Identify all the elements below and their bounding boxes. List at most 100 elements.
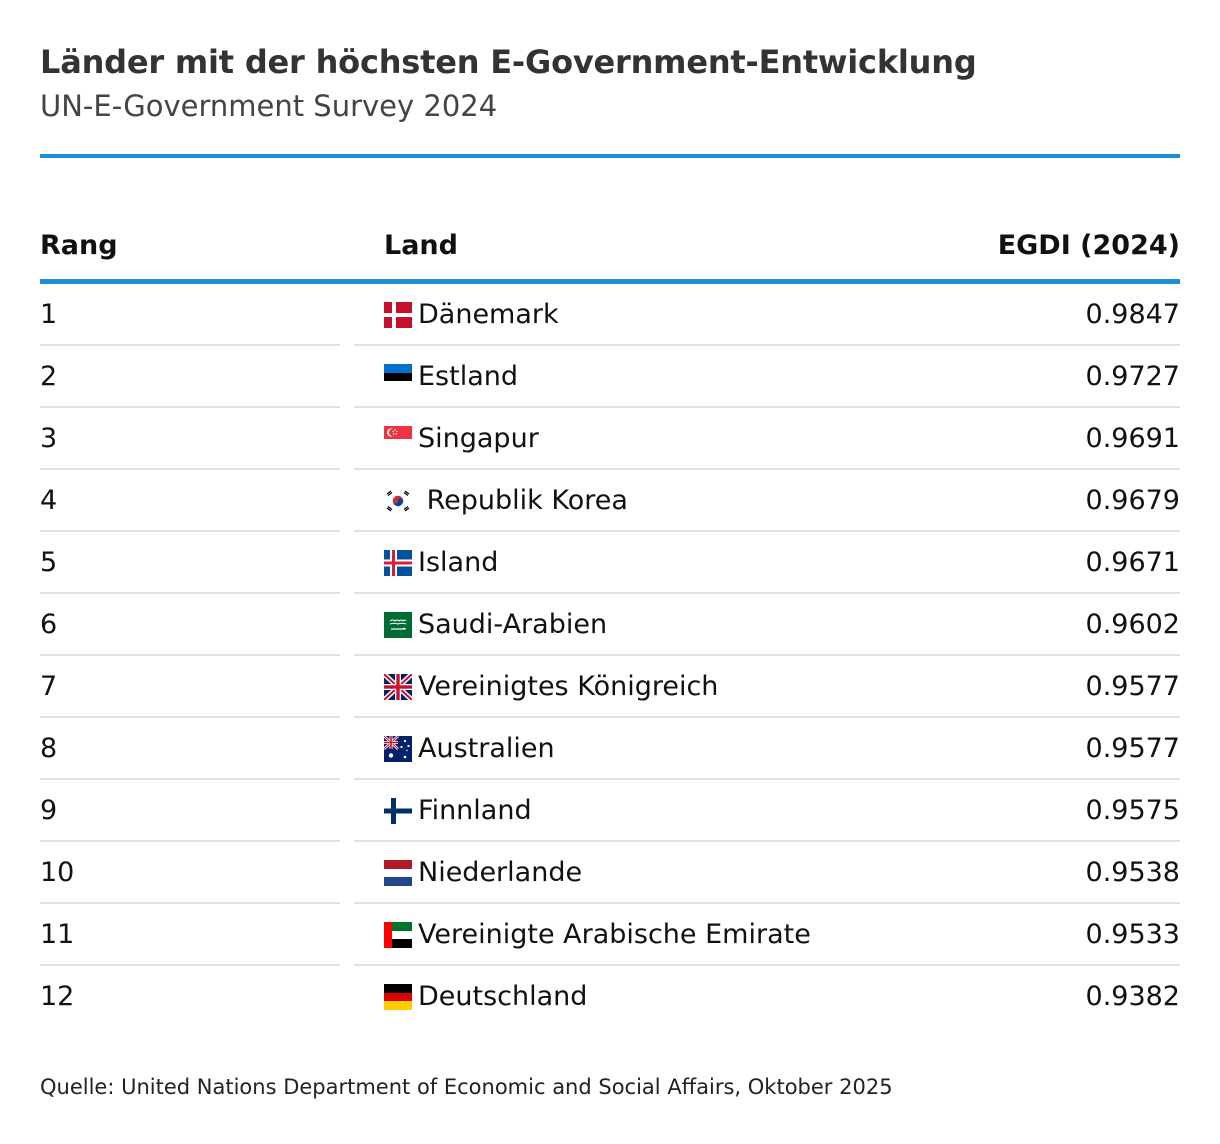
rank-cell: 7 [40,671,58,702]
country-name: Dänemark [418,299,559,330]
country-cell: Vereinigte Arabische Emirate [384,904,811,966]
estonia-flag-icon [384,364,412,390]
country-cell: Republik Korea [384,470,628,532]
egdi-value-cell: 0.9577 [1085,733,1180,764]
row-divider [40,406,1180,408]
rank-cell: 2 [40,361,58,392]
country-cell: Vereinigtes Königreich [384,656,718,718]
rank-cell: 10 [40,857,75,888]
australia-flag-icon [384,736,412,762]
table-row: 4 Republik Korea 0.9679 [40,470,1180,532]
table-row: 5 Island 0.9671 [40,532,1180,594]
table-header: Rang Land EGDI (2024) [40,158,1180,284]
row-divider-gap [340,964,354,966]
south-korea-flag-icon [384,488,412,514]
column-header-rank: Rang [40,230,118,261]
row-divider [40,654,1180,656]
title-divider [40,154,1180,158]
singapore-flag-icon [384,426,412,452]
egdi-value-cell: 0.9382 [1085,981,1180,1012]
table-row: 1 Dänemark 0.9847 [40,284,1180,346]
row-divider-gap [340,406,354,408]
egdi-value-cell: 0.9679 [1085,485,1180,516]
rank-cell: 12 [40,981,75,1012]
rank-cell: 3 [40,423,58,454]
egdi-value-cell: 0.9602 [1085,609,1180,640]
country-name: Vereinigtes Königreich [418,671,719,702]
row-divider [40,592,1180,594]
row-divider [40,344,1180,346]
country-name: Republik Korea [418,485,628,516]
rank-cell: 5 [40,547,58,578]
country-name: Finnland [418,795,532,826]
row-divider-gap [340,530,354,532]
country-name: Estland [418,361,519,392]
table-row: 3 Singapur 0.9691 [40,408,1180,470]
table-row: 11 Vereinigte Arabische Emirate 0.9533 [40,904,1180,966]
egdi-value-cell: 0.9727 [1085,361,1180,392]
source-note: Quelle: United Nations Department of Eco… [40,1075,893,1099]
table-body: 1 Dänemark 0.9847 2 Estland 0.9727 3 Singapur 0.… [40,284,1180,1028]
row-divider-gap [340,468,354,470]
country-cell: Niederlande [384,842,582,904]
country-cell: Finnland [384,780,532,842]
column-header-country: Land [384,230,458,261]
country-name: Niederlande [418,857,583,888]
ranking-table: Rang Land EGDI (2024) 1 Dänemark 0.9847 2 Es… [40,158,1180,1028]
header-divider [40,279,1180,284]
row-divider-gap [340,902,354,904]
row-divider [40,716,1180,718]
country-name: Vereinigte Arabische Emirate [418,919,811,950]
germany-flag-icon [384,984,412,1010]
table-row: 7 Vereinigtes Königreich 0.9577 [40,656,1180,718]
united-kingdom-flag-icon [384,674,412,700]
row-divider [40,778,1180,780]
country-name: Singapur [418,423,539,454]
egdi-value-cell: 0.9671 [1085,547,1180,578]
country-cell: Singapur [384,408,539,470]
country-name: Island [418,547,499,578]
rank-cell: 1 [40,299,58,330]
row-divider-gap [340,592,354,594]
row-divider [40,468,1180,470]
table-row: 9 Finnland 0.9575 [40,780,1180,842]
saudi-arabia-flag-icon [384,612,412,638]
rank-cell: 6 [40,609,58,640]
country-cell: Estland [384,346,518,408]
netherlands-flag-icon [384,860,412,886]
table-row: 2 Estland 0.9727 [40,346,1180,408]
country-cell: Deutschland [384,966,587,1028]
egdi-value-cell: 0.9691 [1085,423,1180,454]
row-divider [40,530,1180,532]
uae-flag-icon [384,922,412,948]
finland-flag-icon [384,798,412,824]
egdi-value-cell: 0.9575 [1085,795,1180,826]
egdi-value-cell: 0.9577 [1085,671,1180,702]
row-divider [40,902,1180,904]
rank-cell: 11 [40,919,75,950]
row-divider [40,840,1180,842]
rank-cell: 4 [40,485,58,516]
rank-cell: 9 [40,795,58,826]
row-divider-gap [340,654,354,656]
rank-cell: 8 [40,733,58,764]
chart-container: Länder mit der höchsten E-Government-Ent… [40,40,1180,1028]
egdi-value-cell: 0.9533 [1085,919,1180,950]
row-divider-gap [340,716,354,718]
country-cell: Saudi-Arabien [384,594,607,656]
row-divider [40,964,1180,966]
row-divider-gap [340,778,354,780]
chart-subtitle: UN-E-Government Survey 2024 [40,89,498,123]
egdi-value-cell: 0.9538 [1085,857,1180,888]
country-name: Saudi-Arabien [418,609,608,640]
table-row: 12 Deutschland 0.9382 [40,966,1180,1028]
row-divider-gap [340,344,354,346]
row-divider-gap [340,840,354,842]
country-name: Deutschland [418,981,588,1012]
denmark-flag-icon [384,302,412,328]
country-cell: Dänemark [384,284,559,346]
country-cell: Australien [384,718,555,780]
iceland-flag-icon [384,550,412,576]
country-name: Australien [418,733,555,764]
table-row: 6 Saudi-Arabien 0.9602 [40,594,1180,656]
